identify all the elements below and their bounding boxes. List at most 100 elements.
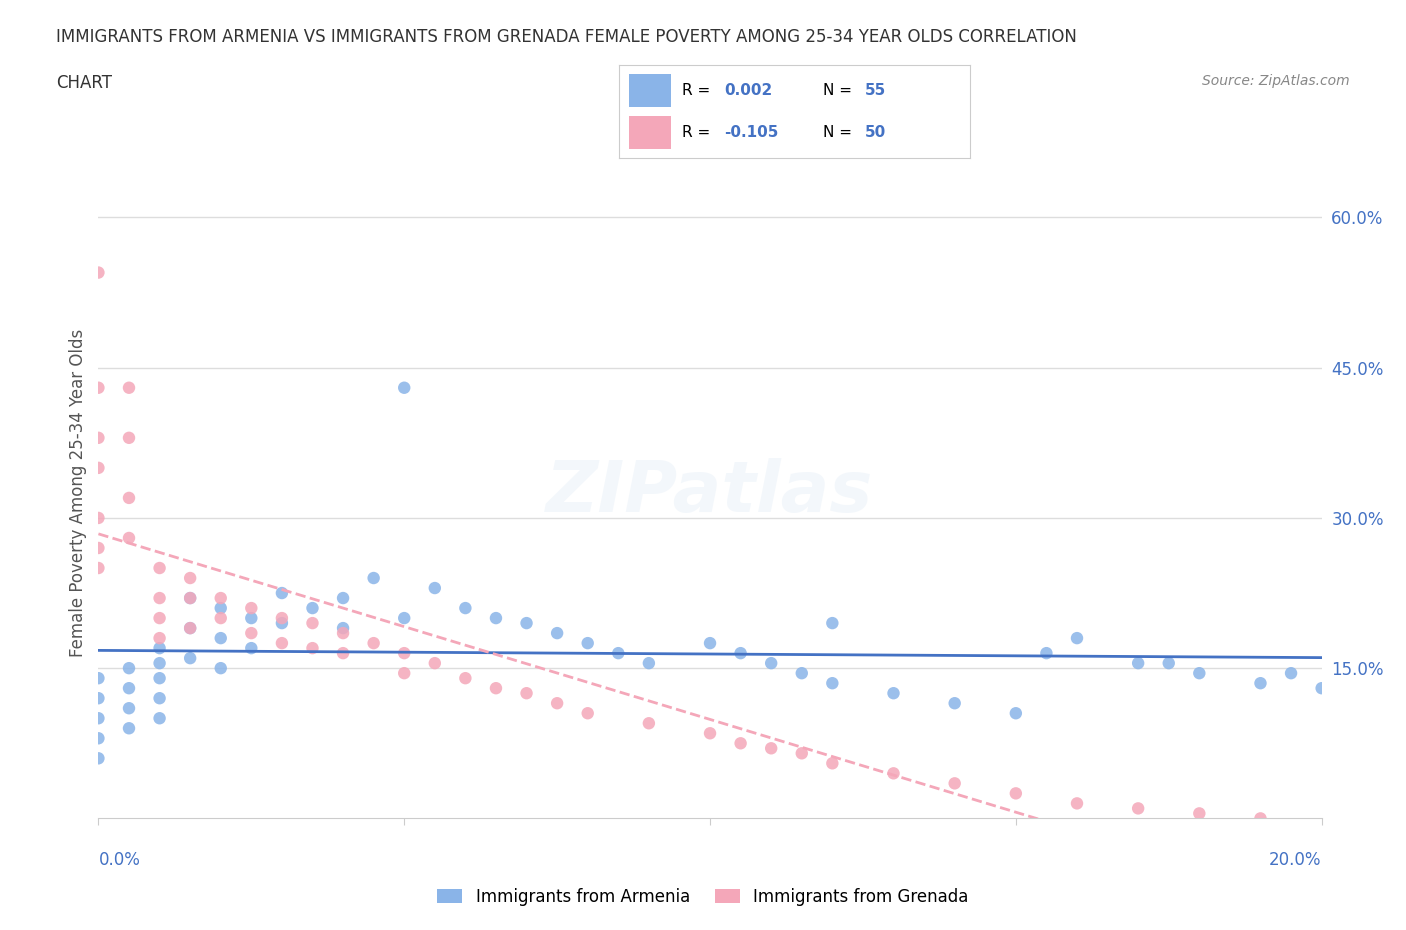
Point	[363, 636, 385, 651]
Point	[759, 656, 782, 671]
Point	[730, 736, 752, 751]
Point	[149, 641, 172, 656]
Text: 50: 50	[865, 126, 886, 140]
Point	[1004, 706, 1026, 721]
Point	[118, 431, 141, 445]
Point	[209, 591, 232, 605]
Text: 20.0%: 20.0%	[1270, 851, 1322, 869]
Point	[118, 681, 141, 696]
Point	[821, 676, 844, 691]
Point	[392, 611, 416, 626]
Point	[1188, 806, 1211, 821]
Point	[149, 561, 172, 576]
Point	[118, 721, 141, 736]
Point	[423, 656, 446, 671]
Point	[179, 620, 201, 635]
Point	[637, 716, 661, 731]
Point	[485, 681, 508, 696]
Point	[118, 380, 141, 395]
Point	[209, 601, 232, 616]
Point	[332, 620, 354, 635]
Point	[240, 601, 263, 616]
Point	[149, 691, 172, 706]
Point	[1004, 786, 1026, 801]
Text: Source: ZipAtlas.com: Source: ZipAtlas.com	[1202, 74, 1350, 88]
Point	[699, 636, 721, 651]
Point	[1128, 656, 1150, 671]
Text: N =: N =	[823, 83, 852, 98]
Point	[87, 751, 110, 765]
Point	[87, 711, 110, 725]
Text: 0.0%: 0.0%	[98, 851, 141, 869]
Point	[454, 671, 477, 685]
Point	[516, 685, 538, 700]
Point	[149, 611, 172, 626]
Point	[607, 645, 630, 660]
Point	[637, 656, 661, 671]
Point	[516, 616, 538, 631]
Legend: Immigrants from Armenia, Immigrants from Grenada: Immigrants from Armenia, Immigrants from…	[430, 881, 976, 912]
Text: -0.105: -0.105	[724, 126, 779, 140]
Point	[790, 666, 813, 681]
Point	[87, 511, 110, 525]
Point	[179, 571, 201, 586]
Point	[1279, 666, 1302, 681]
Point	[301, 616, 323, 631]
Point	[149, 671, 172, 685]
Point	[730, 645, 752, 660]
Point	[209, 611, 232, 626]
Point	[1310, 681, 1333, 696]
Point	[821, 616, 844, 631]
Point	[332, 645, 354, 660]
Point	[485, 611, 508, 626]
Text: N =: N =	[823, 126, 852, 140]
Point	[118, 660, 141, 675]
Point	[87, 731, 110, 746]
Point	[1035, 645, 1057, 660]
Point	[118, 490, 141, 505]
Point	[546, 626, 568, 641]
Point	[332, 626, 354, 641]
Point	[118, 530, 141, 545]
Point	[270, 586, 292, 601]
Point	[943, 776, 966, 790]
Point	[1128, 801, 1150, 816]
Point	[118, 701, 141, 716]
Text: R =: R =	[682, 126, 710, 140]
Point	[240, 611, 263, 626]
Point	[821, 756, 844, 771]
Point	[883, 685, 905, 700]
Point	[179, 651, 201, 666]
Point	[270, 611, 292, 626]
Point	[392, 380, 416, 395]
Y-axis label: Female Poverty Among 25-34 Year Olds: Female Poverty Among 25-34 Year Olds	[69, 329, 87, 657]
Point	[363, 571, 385, 586]
Point	[1066, 631, 1088, 645]
Point	[209, 660, 232, 675]
FancyBboxPatch shape	[630, 116, 672, 149]
Point	[87, 265, 110, 280]
Point	[240, 626, 263, 641]
Point	[576, 636, 599, 651]
Point	[87, 431, 110, 445]
Text: 55: 55	[865, 83, 886, 98]
Point	[270, 636, 292, 651]
Text: CHART: CHART	[56, 74, 112, 92]
Text: R =: R =	[682, 83, 710, 98]
Point	[301, 601, 323, 616]
Point	[149, 591, 172, 605]
Point	[87, 460, 110, 475]
Text: ZIPatlas: ZIPatlas	[547, 458, 873, 527]
Point	[87, 671, 110, 685]
Point	[1066, 796, 1088, 811]
Point	[943, 696, 966, 711]
Point	[1157, 656, 1180, 671]
Point	[1249, 676, 1271, 691]
Point	[209, 631, 232, 645]
Point	[1249, 811, 1271, 826]
Point	[149, 631, 172, 645]
Point	[332, 591, 354, 605]
Point	[87, 561, 110, 576]
Point	[392, 666, 416, 681]
Point	[179, 591, 201, 605]
